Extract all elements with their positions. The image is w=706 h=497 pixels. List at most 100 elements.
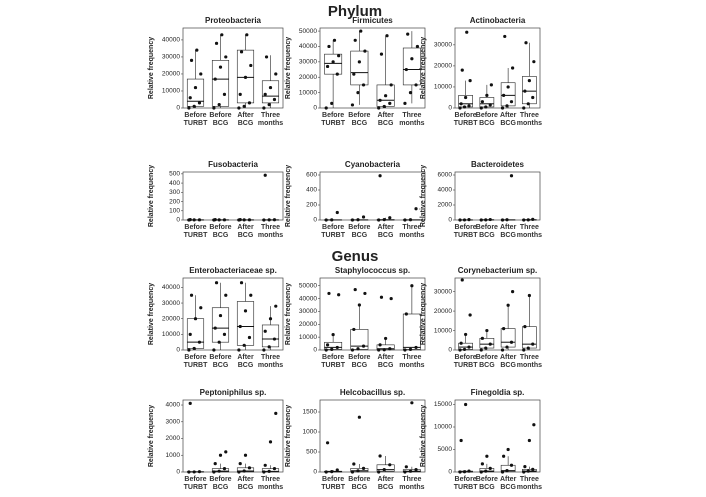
point bbox=[462, 218, 467, 222]
point bbox=[462, 347, 467, 352]
point bbox=[378, 98, 382, 102]
y-tick-label: 10000 bbox=[162, 88, 180, 95]
y-tick-label: 20000 bbox=[299, 321, 317, 328]
box bbox=[500, 328, 516, 348]
point bbox=[324, 218, 328, 222]
x-tick-label: Before BCG bbox=[209, 354, 231, 369]
point bbox=[238, 462, 242, 466]
point bbox=[212, 106, 216, 110]
y-axis-label: Relative frequency bbox=[285, 283, 292, 345]
y-tick-label: 1000 bbox=[303, 429, 318, 436]
point bbox=[458, 470, 462, 474]
point bbox=[193, 317, 198, 321]
point bbox=[522, 348, 526, 352]
point bbox=[404, 312, 408, 316]
point bbox=[479, 348, 483, 352]
x-tick-label: Before TURBT bbox=[454, 476, 478, 491]
x-tick-label: Before BCG bbox=[348, 224, 370, 239]
point bbox=[505, 469, 509, 473]
panel: Finegoldia sp. Relative frequency 0 5000 100… bbox=[420, 388, 542, 491]
point bbox=[502, 454, 506, 458]
point bbox=[187, 470, 191, 474]
point bbox=[330, 347, 334, 351]
point bbox=[467, 345, 471, 349]
point bbox=[458, 348, 462, 352]
y-tick-label: 0 bbox=[448, 105, 452, 112]
point bbox=[523, 89, 527, 93]
y-axis-label: Relative frequency bbox=[148, 405, 155, 467]
point bbox=[187, 348, 191, 352]
x-tick-label: After BCG bbox=[237, 112, 254, 127]
point bbox=[332, 38, 337, 42]
panel-title: Peptoniphilus sp. bbox=[200, 388, 267, 397]
point bbox=[410, 57, 414, 61]
point bbox=[274, 304, 278, 308]
point bbox=[267, 102, 271, 107]
point bbox=[382, 348, 386, 352]
y-tick-label: 0 bbox=[176, 469, 180, 476]
x-tick-label: Before BCG bbox=[209, 476, 231, 491]
point bbox=[379, 52, 384, 56]
point bbox=[247, 335, 252, 340]
point bbox=[199, 306, 203, 310]
point bbox=[187, 106, 191, 110]
x-tick-label: After BCG bbox=[377, 112, 394, 127]
point bbox=[489, 83, 493, 87]
box bbox=[376, 464, 395, 472]
y-tick-label: 2000 bbox=[166, 435, 181, 442]
point bbox=[506, 447, 510, 452]
x-tick-label: Three months bbox=[517, 224, 542, 239]
point bbox=[377, 348, 381, 352]
plot-frame bbox=[182, 399, 284, 473]
point bbox=[263, 463, 267, 467]
point bbox=[224, 450, 228, 454]
point bbox=[500, 348, 505, 352]
point bbox=[406, 32, 410, 36]
panel: Fusobacteria Relative frequency 0 100 200 300… bbox=[148, 160, 284, 239]
point bbox=[327, 44, 331, 49]
panel: Staphylococcus sp. Relative frequency 0 100… bbox=[285, 266, 426, 369]
point bbox=[522, 218, 526, 222]
point bbox=[189, 58, 194, 62]
y-tick-label: 400 bbox=[306, 187, 317, 194]
y-tick-label: 500 bbox=[306, 449, 317, 456]
point bbox=[218, 313, 223, 318]
y-tick-label: 20000 bbox=[434, 63, 452, 70]
point bbox=[222, 332, 227, 336]
x-tick-label: Before BCG bbox=[476, 354, 498, 369]
point bbox=[243, 75, 248, 79]
x-tick-label: Before BCG bbox=[348, 112, 370, 127]
point bbox=[388, 216, 392, 220]
point bbox=[414, 345, 418, 350]
point bbox=[485, 93, 489, 97]
point bbox=[488, 103, 492, 107]
plot-frame bbox=[319, 171, 426, 221]
point bbox=[479, 218, 483, 222]
point bbox=[249, 63, 253, 68]
y-tick-label: 40000 bbox=[162, 284, 180, 291]
point bbox=[408, 91, 413, 95]
point bbox=[350, 218, 355, 222]
point bbox=[330, 470, 334, 474]
point bbox=[188, 218, 192, 222]
point bbox=[249, 293, 253, 297]
point bbox=[526, 346, 530, 350]
y-tick-label: 400 bbox=[169, 180, 180, 187]
x-tick-label: Before TURBT bbox=[454, 112, 478, 127]
y-tick-label: 1000 bbox=[166, 452, 181, 459]
point bbox=[335, 72, 339, 76]
point bbox=[353, 38, 357, 42]
point bbox=[382, 218, 386, 222]
point bbox=[356, 469, 360, 473]
section-heading: Genus bbox=[332, 248, 379, 265]
point bbox=[224, 55, 228, 59]
point bbox=[272, 337, 277, 341]
point bbox=[222, 467, 227, 471]
y-tick-label: 20000 bbox=[434, 308, 452, 315]
point bbox=[505, 104, 509, 108]
x-tick-label: Three months bbox=[517, 112, 542, 127]
point bbox=[238, 218, 242, 222]
x-tick-label: Before BCG bbox=[476, 224, 498, 239]
point bbox=[480, 462, 484, 466]
point bbox=[363, 291, 367, 296]
